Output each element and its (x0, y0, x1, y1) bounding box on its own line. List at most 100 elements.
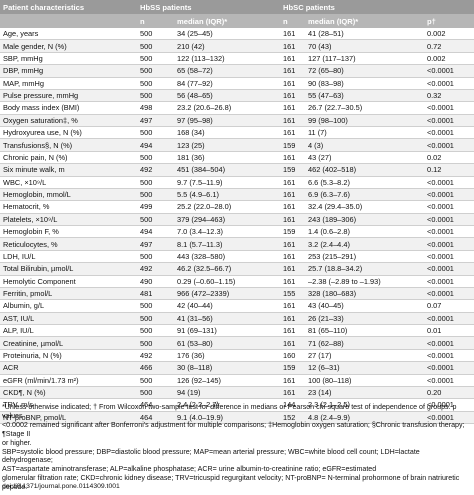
footnote-line: or higher. (2, 438, 32, 447)
hbss-median-cell: 2.4 (2.2–2.7) (177, 400, 219, 410)
p-value-cell: <0.0001 (427, 78, 454, 88)
hbsc-n-cell: 159 (283, 363, 296, 373)
hbsc-n-cell: 160 (283, 350, 296, 360)
p-value-cell: <0.0001 (427, 338, 454, 348)
hbsc-n-cell: 161 (283, 276, 296, 286)
hbss-n-cell: 499 (140, 202, 153, 212)
row-label-cell: TRV, m/s (3, 400, 33, 410)
p-value-cell: 0.32 (427, 91, 442, 101)
hbss-median-cell: 443 (328–580) (177, 251, 226, 261)
doi-text: doi:10.1371/journal.pone.0114309.t001 (2, 483, 120, 490)
table-row: Hemoglobin F, % 494 7.0 (3.4–12.3) 159 1.4 (… (0, 226, 474, 239)
hbsc-n-cell: 161 (283, 388, 296, 398)
hbss-median-cell: 7.0 (3.4–12.3) (177, 227, 224, 237)
subheader-median-hbss: median (IQR)* (177, 16, 228, 26)
table-row: Albumin, g/L 500 42 (40–44) 161 43 (40–45) 0.… (0, 300, 474, 313)
hbsc-median-cell: 70 (43) (308, 41, 332, 51)
hbss-median-cell: 84 (77–92) (177, 78, 213, 88)
p-value-cell: <0.0001 (427, 251, 454, 261)
hbsc-median-cell: 100 (80–118) (308, 375, 352, 385)
hbss-n-cell: 492 (140, 350, 153, 360)
hbss-n-cell: 500 (140, 301, 153, 311)
hbss-n-cell: 498 (140, 103, 153, 113)
hbss-median-cell: 379 (294–463) (177, 214, 226, 224)
subheader-n-hbsc: n (283, 16, 288, 26)
hbsc-median-cell: 99 (98–100) (308, 115, 348, 125)
p-value-cell: <0.0001 (427, 227, 454, 237)
table-row: Proteinuria, N (%) 492 176 (36) 160 27 (17) <… (0, 350, 474, 363)
row-label-cell: Pulse pressure, mmHg (3, 91, 79, 101)
p-value-cell: 0.12 (427, 165, 442, 175)
p-value-cell: <0.0001 (427, 103, 454, 113)
hbsc-n-cell: 161 (283, 41, 296, 51)
hbss-median-cell: 210 (42) (177, 41, 205, 51)
hbss-median-cell: 61 (53–80) (177, 338, 213, 348)
hbss-median-cell: 91 (69–131) (177, 326, 217, 336)
hbsc-median-cell: 4 (3) (308, 140, 324, 150)
hbss-n-cell: 497 (140, 115, 153, 125)
table-row: Platelets, ×10⁹/L 500 379 (294–463) 161 243 … (0, 213, 474, 226)
footnotes: *Unless otherwise indicated; † From Wilc… (2, 403, 472, 492)
hbsc-n-cell: 161 (283, 202, 296, 212)
row-label-cell: CKD¶, N (%) (3, 388, 46, 398)
hbss-median-cell: 176 (36) (177, 350, 205, 360)
hbss-n-cell: 497 (140, 239, 153, 249)
row-label-cell: Oxygen saturation‡, % (3, 115, 78, 125)
hbsc-median-cell: 328 (180–683) (308, 289, 357, 299)
hbss-n-cell: 466 (140, 363, 153, 373)
table-row: Male gender, N (%) 500 210 (42) 161 70 (43) 0… (0, 40, 474, 53)
table-row: Age, years 500 34 (25–45) 161 41 (28–51) 0.00… (0, 28, 474, 41)
table-body: Age, years 500 34 (25–45) 161 41 (28–51) 0.00… (0, 28, 474, 424)
hbsc-n-cell: 161 (283, 264, 296, 274)
table-row: CKD¶, N (%) 500 94 (19) 161 23 (14) 0.20 (0, 386, 474, 400)
footnote-line: *Unless otherwise indicated; † From Wilc… (2, 403, 457, 420)
row-label-cell: DBP, mmHg (3, 66, 44, 76)
p-value-cell: 0.07 (427, 301, 442, 311)
hbss-median-cell: 23.2 (20.6–26.8) (177, 103, 232, 113)
hbss-median-cell: 94 (19) (177, 388, 201, 398)
hbsc-median-cell: 32.4 (29.4–35.0) (308, 202, 363, 212)
table-row: Creatinine, µmol/L 500 61 (53–80) 161 71 (62… (0, 337, 474, 350)
table-row: WBC, ×10⁹/L 500 9.7 (7.5–11.9) 161 6.6 (5.3–… (0, 177, 474, 189)
subheader-median-hbsc: median (IQR)* (308, 16, 359, 26)
hbss-n-cell: 500 (140, 152, 153, 162)
row-label-cell: SBP, mmHg (3, 53, 43, 63)
p-value-cell: <0.0001 (427, 239, 454, 249)
footnote-line: peptide. (2, 483, 28, 492)
table-row: Hematocrit, % 499 25.2 (22.0–28.0) 161 32.4 … (0, 201, 474, 214)
hbsc-median-cell: 27 (17) (308, 350, 332, 360)
hbsc-median-cell: 26 (21–33) (308, 313, 344, 323)
hbss-median-cell: 65 (58–72) (177, 66, 213, 76)
hbsc-n-cell: 161 (283, 239, 296, 249)
hbsc-median-cell: 81 (65–110) (308, 326, 348, 336)
hbsc-n-cell: 161 (283, 190, 296, 200)
p-value-cell: <0.0001 (427, 190, 454, 200)
hbsc-median-cell: 71 (62–88) (308, 338, 344, 348)
hbsc-n-cell: 161 (283, 177, 296, 187)
hbsc-median-cell: 72 (65–80) (308, 66, 344, 76)
p-value-cell: <0.0001 (427, 313, 454, 323)
row-label-cell: Hemoglobin F, % (3, 227, 59, 237)
hbss-n-cell: 500 (140, 251, 153, 261)
hbsc-n-cell: 161 (283, 78, 296, 88)
p-value-cell: 0.72 (427, 41, 442, 51)
row-label-cell: Male gender, N (%) (3, 41, 67, 51)
p-value-cell: <0.0001 (427, 289, 454, 299)
p-value-cell: 0.20 (427, 388, 442, 398)
hbss-median-cell: 122 (113–132) (177, 53, 225, 63)
hbsc-median-cell: 25.7 (18.8–34.2) (308, 264, 363, 274)
hbsc-n-cell: 144 (283, 400, 296, 410)
table-row: Transfusions§, N (%) 494 123 (25) 159 4 (3) <… (0, 139, 474, 152)
hbss-n-cell: 500 (140, 326, 153, 336)
row-label-cell: Albumin, g/L (3, 301, 45, 311)
subheader-blank (0, 14, 137, 28)
hbsc-n-cell: 161 (283, 128, 296, 138)
hbss-n-cell: 492 (140, 264, 153, 274)
hbss-median-cell: 46.2 (32.5–66.7) (177, 264, 232, 274)
p-value-cell: 0.002 (427, 53, 446, 63)
hbss-n-cell: 481 (140, 289, 153, 299)
hbss-n-cell: 500 (140, 388, 153, 398)
row-label-cell: eGFR (ml/min/1.73 m²) (3, 375, 79, 385)
p-value-cell: <0.0001 (427, 202, 454, 212)
p-value-cell: <0.0001 (427, 140, 454, 150)
